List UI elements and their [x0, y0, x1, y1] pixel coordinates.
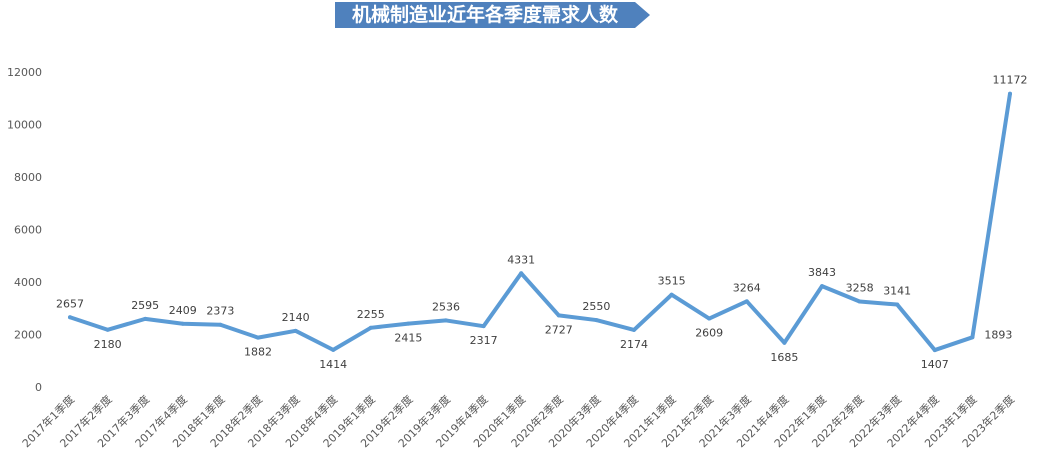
data-label: 2174	[620, 338, 648, 351]
data-label: 2409	[169, 304, 197, 317]
data-point	[782, 340, 787, 345]
data-label: 2373	[206, 305, 234, 318]
data-label: 11172	[993, 74, 1028, 87]
data-label: 1882	[244, 346, 272, 359]
data-label: 2657	[56, 297, 84, 310]
data-point	[895, 302, 900, 307]
data-point	[519, 271, 524, 276]
data-point	[970, 335, 975, 340]
data-point	[744, 299, 749, 304]
data-label: 2550	[582, 300, 610, 313]
data-point	[293, 328, 298, 333]
data-point	[481, 324, 486, 329]
data-point	[444, 318, 448, 323]
data-point	[820, 284, 824, 289]
y-tick-label: 10000	[7, 119, 42, 132]
data-label: 2255	[357, 308, 385, 321]
y-tick-label: 4000	[14, 276, 42, 289]
data-point	[707, 316, 712, 321]
data-label: 1893	[984, 328, 1012, 341]
data-label: 2536	[432, 300, 460, 313]
y-tick-label: 0	[35, 381, 42, 394]
data-point	[1008, 91, 1012, 96]
data-label: 3258	[846, 281, 874, 294]
data-point	[143, 316, 148, 321]
data-point	[632, 327, 636, 332]
chart-title: 机械制造业近年各季度需求人数	[351, 4, 618, 26]
data-label: 2727	[545, 323, 573, 336]
data-point	[669, 292, 674, 297]
data-label: 2140	[282, 311, 310, 324]
data-label: 3843	[808, 266, 836, 279]
y-tick-label: 6000	[14, 224, 42, 237]
data-label: 2415	[394, 332, 422, 345]
y-tick-label: 2000	[14, 329, 42, 342]
data-label: 2595	[131, 299, 159, 312]
data-label: 2180	[94, 338, 122, 351]
data-label: 3515	[658, 275, 686, 288]
data-label: 2317	[470, 334, 498, 347]
data-point	[180, 321, 185, 326]
title-banner	[335, 2, 650, 28]
data-point	[406, 321, 411, 326]
y-tick-label: 8000	[14, 171, 42, 184]
data-point	[556, 313, 561, 318]
data-label: 3141	[883, 285, 911, 298]
data-point	[256, 335, 260, 340]
data-label: 3264	[733, 281, 761, 294]
data-label: 1414	[319, 358, 347, 371]
data-point	[857, 299, 862, 304]
data-label: 1407	[921, 358, 949, 371]
data-label: 2609	[695, 327, 723, 340]
series-line	[68, 91, 1012, 353]
y-tick-label: 12000	[7, 66, 42, 79]
data-point	[218, 322, 223, 327]
data-point	[932, 348, 937, 353]
data-point	[331, 347, 336, 352]
data-label: 1685	[770, 351, 798, 364]
data-label: 4331	[507, 253, 535, 266]
data-point	[68, 315, 72, 320]
data-point	[594, 318, 599, 323]
data-point	[105, 327, 110, 332]
data-point	[368, 325, 373, 330]
